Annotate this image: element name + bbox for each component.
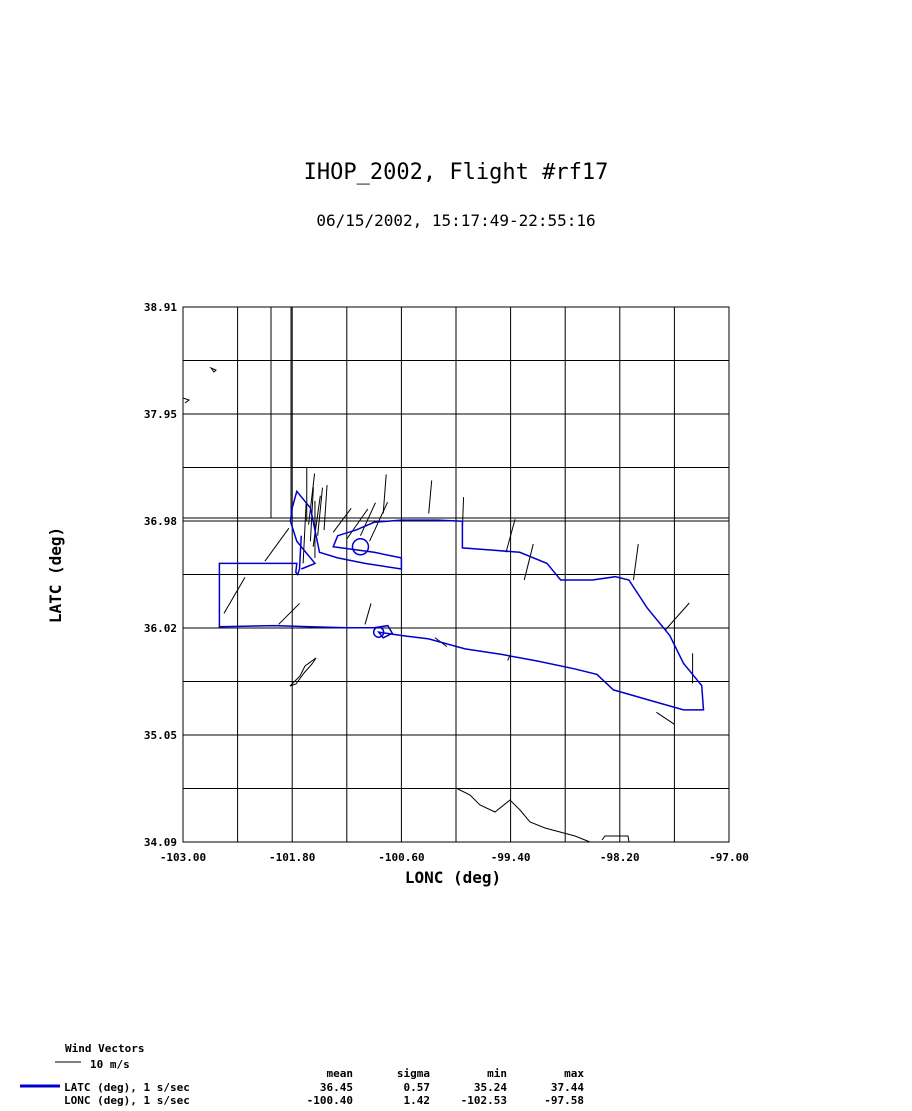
wind-vector xyxy=(323,485,328,531)
stats-row-lonc-min: -102.53 xyxy=(460,1094,507,1107)
wind-vector xyxy=(308,473,316,525)
wind-vector xyxy=(346,508,369,540)
wind-vector xyxy=(656,711,675,725)
y-axis-label: LATC (deg) xyxy=(46,527,65,623)
stats-header-min: min xyxy=(487,1067,507,1080)
wind-vector xyxy=(664,602,690,631)
x-tick-label: -103.00 xyxy=(160,851,206,864)
plot-border xyxy=(182,306,730,843)
x-tick-label: -99.40 xyxy=(491,851,531,864)
y-tick-label: 38.91 xyxy=(144,301,177,314)
wind-vector xyxy=(278,603,300,625)
wind-vector xyxy=(223,577,246,614)
y-tick-label: 37.95 xyxy=(144,408,177,421)
legend: Wind Vectors 10 m/s mean sigma min max L… xyxy=(18,1040,898,1110)
state-boundary-line xyxy=(182,397,191,404)
wind-vector-scale-label: 10 m/s xyxy=(90,1058,130,1071)
wind-vector xyxy=(523,543,534,581)
flight-track-loop xyxy=(372,626,385,638)
stats-row-lonc-max: -97.58 xyxy=(544,1094,584,1107)
wind-vector xyxy=(264,527,290,562)
chart-subtitle: 06/15/2002, 15:17:49-22:55:16 xyxy=(316,211,596,230)
flight-track-chart: -103.00 -101.80 -100.60 -99.40 -98.20 -97.00 3… xyxy=(46,301,749,887)
wind-vector xyxy=(632,543,639,581)
x-axis-label: LONC (deg) xyxy=(405,868,501,887)
stats-row-lonc-label: LONC (deg), 1 s/sec xyxy=(64,1094,190,1107)
wind-vectors-legend-title: Wind Vectors xyxy=(65,1042,145,1055)
x-tick-label: -98.20 xyxy=(600,851,640,864)
x-tick-label: -101.80 xyxy=(269,851,315,864)
wind-vector xyxy=(332,508,352,533)
stats-header-sigma: sigma xyxy=(396,1067,430,1080)
state-boundary-line xyxy=(601,835,630,843)
y-tick-label: 35.05 xyxy=(144,729,177,742)
stats-row-latc-mean: 36.45 xyxy=(319,1081,353,1094)
wind-vector-scale-line xyxy=(55,1061,81,1063)
flight-track-line xyxy=(218,489,705,711)
x-tick-label: -97.00 xyxy=(709,851,749,864)
chart-title: IHOP_2002, Flight #rf17 xyxy=(303,160,609,185)
wind-vector xyxy=(428,480,433,514)
state-boundary-line xyxy=(209,366,217,373)
stats-header-max: max xyxy=(564,1067,584,1080)
stats-row-lonc-mean: -100.40 xyxy=(306,1094,353,1107)
plot-frame xyxy=(182,306,730,843)
stats-row-latc-min: 35.24 xyxy=(473,1081,507,1094)
wind-vector xyxy=(312,495,321,547)
y-tick-label: 34.09 xyxy=(144,836,177,849)
stats-row-latc-sigma: 0.57 xyxy=(403,1081,431,1094)
wind-vector xyxy=(317,487,323,536)
wind-vector xyxy=(382,474,387,514)
flight-track-loop xyxy=(351,538,370,556)
x-tick-label: -100.60 xyxy=(378,851,424,864)
wind-vectors xyxy=(223,467,694,725)
y-tick-label: 36.02 xyxy=(144,622,177,635)
stats-row-latc-max: 37.44 xyxy=(550,1081,584,1094)
wind-vector xyxy=(364,603,372,625)
stats-header-mean: mean xyxy=(326,1067,354,1080)
wind-vector xyxy=(505,519,516,553)
state-boundary-line xyxy=(455,787,591,843)
state-boundary-line xyxy=(289,657,317,687)
flight-track xyxy=(218,489,705,711)
wind-vector xyxy=(302,503,307,564)
wind-vector xyxy=(359,502,376,536)
stats-row-lonc-sigma: 1.42 xyxy=(403,1094,431,1107)
latc-legend-swatch xyxy=(20,1084,60,1088)
tick-labels: -103.00 -101.80 -100.60 -99.40 -98.20 -97.00 3… xyxy=(144,301,749,864)
y-tick-label: 36.98 xyxy=(144,515,177,528)
stats-row-latc-label: LATC (deg), 1 s/sec xyxy=(64,1081,190,1094)
